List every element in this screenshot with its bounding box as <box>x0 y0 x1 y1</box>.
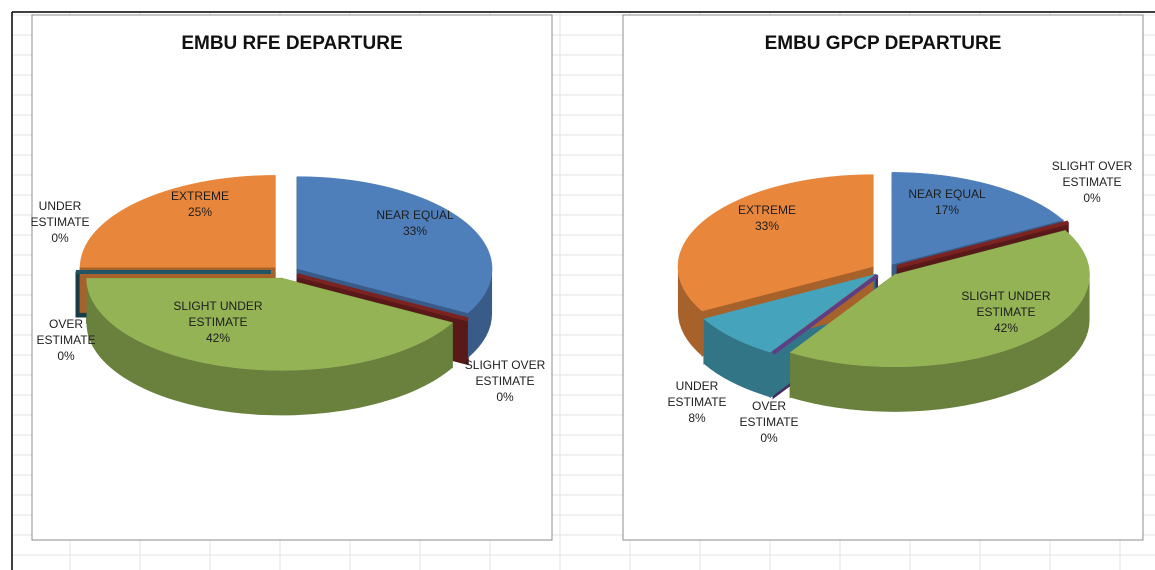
slice-label: EXTREME 33% <box>727 202 807 234</box>
pie-slice <box>677 174 874 312</box>
slice-category: EXTREME <box>170 189 229 203</box>
slice-wall <box>677 266 703 356</box>
pie-walls <box>677 266 1090 412</box>
slice-label: UNDER ESTIMATE 0% <box>25 198 95 246</box>
slice-label: SLIGHT UNDER ESTIMATE 42% <box>951 288 1061 336</box>
slice-label: SLIGHT OVER ESTIMATE 0% <box>460 357 550 405</box>
slice-category: NEAR EQUAL <box>908 187 986 201</box>
slice-value-label: 17% <box>934 203 960 217</box>
slice-value-label: 0% <box>1083 191 1101 205</box>
slice-value-label: 25% <box>187 205 213 219</box>
slice-wall <box>86 278 453 416</box>
slice-label: OVER ESTIMATE 0% <box>36 316 96 364</box>
pie <box>75 175 493 416</box>
pie-slice <box>296 176 493 314</box>
chart-title: EMBU RFE DEPARTURE <box>181 33 403 54</box>
pie-tops <box>76 175 493 371</box>
pie-slice <box>789 230 1090 368</box>
slice-value-label: 8% <box>688 411 706 425</box>
slice-label: OVER ESTIMATE 0% <box>734 398 804 446</box>
slice-value-label: 0% <box>57 349 75 363</box>
slice-category: SLIGHT OVER ESTIMATE <box>464 358 546 388</box>
pie-slice <box>79 175 276 268</box>
slice-category: EXTREME <box>737 203 796 217</box>
slice-label: NEAR EQUAL 17% <box>902 186 992 218</box>
slice-label: EXTREME 25% <box>160 188 240 220</box>
slice-label: NEAR EQUAL 33% <box>365 207 465 239</box>
slice-value-label: 42% <box>993 321 1019 335</box>
slice-category: UNDER ESTIMATE <box>30 199 90 229</box>
slice-category: SLIGHT OVER ESTIMATE <box>1051 159 1133 189</box>
pie-slice <box>296 273 469 322</box>
pie-slice <box>891 172 1064 265</box>
chart-title: EMBU GPCP DEPARTURE <box>764 33 1002 54</box>
slice-value-label: 0% <box>760 431 778 445</box>
slice-label: SLIGHT OVER ESTIMATE 0% <box>1047 158 1137 206</box>
slice-category: SLIGHT UNDER ESTIMATE <box>173 299 263 329</box>
slice-value-label: 42% <box>205 331 231 345</box>
slice-category: NEAR EQUAL <box>376 208 454 222</box>
slice-category: UNDER ESTIMATE <box>667 379 727 409</box>
pie-slice <box>86 278 453 371</box>
slice-category: OVER ESTIMATE <box>739 399 799 429</box>
slice-label: SLIGHT UNDER ESTIMATE 42% <box>163 298 273 346</box>
slice-wall <box>790 274 1090 412</box>
slice-value-label: 0% <box>496 390 514 404</box>
slice-label: UNDER ESTIMATE 8% <box>662 378 732 426</box>
slice-value-label: 33% <box>754 219 780 233</box>
pie-walls <box>86 268 493 416</box>
slice-category: SLIGHT UNDER ESTIMATE <box>961 289 1051 319</box>
slice-wall <box>467 268 493 358</box>
pie-slice <box>703 274 875 353</box>
slice-value-label: 0% <box>51 231 69 245</box>
slice-category: OVER ESTIMATE <box>36 317 96 347</box>
pie <box>677 172 1090 412</box>
slice-wall <box>703 318 771 398</box>
slice-value-label: 33% <box>402 224 428 238</box>
